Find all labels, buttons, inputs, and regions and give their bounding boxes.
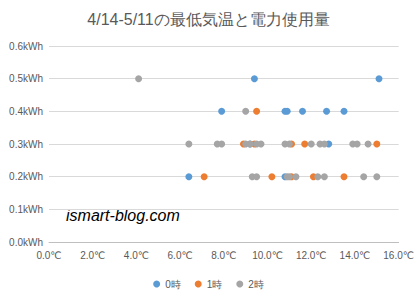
svg-text:0.2kWh: 0.2kWh <box>9 171 43 182</box>
svg-text:0.3kWh: 0.3kWh <box>9 139 43 150</box>
svg-text:0.0kWh: 0.0kWh <box>9 237 43 248</box>
svg-text:14.0℃: 14.0℃ <box>340 250 371 261</box>
svg-text:1時: 1時 <box>207 279 223 290</box>
svg-text:0.5kWh: 0.5kWh <box>9 73 43 84</box>
svg-text:16.0℃: 16.0℃ <box>383 250 414 261</box>
svg-text:0.0℃: 0.0℃ <box>36 250 61 261</box>
svg-text:0.4kWh: 0.4kWh <box>9 106 43 117</box>
svg-text:4/14-5/11の最低気温と電力使用量: 4/14-5/11の最低気温と電力使用量 <box>87 11 329 28</box>
svg-text:ismart-blog.com: ismart-blog.com <box>66 206 180 224</box>
svg-text:10.0℃: 10.0℃ <box>252 250 283 261</box>
svg-text:0.1kWh: 0.1kWh <box>9 204 43 215</box>
svg-text:6.0℃: 6.0℃ <box>168 250 193 261</box>
svg-text:4.0℃: 4.0℃ <box>124 250 149 261</box>
svg-text:2.0℃: 2.0℃ <box>80 250 105 261</box>
svg-text:2時: 2時 <box>248 279 264 290</box>
svg-text:8.0℃: 8.0℃ <box>211 250 236 261</box>
svg-text:0時: 0時 <box>165 279 181 290</box>
svg-text:12.0℃: 12.0℃ <box>296 250 327 261</box>
svg-text:0.6kWh: 0.6kWh <box>9 41 43 52</box>
